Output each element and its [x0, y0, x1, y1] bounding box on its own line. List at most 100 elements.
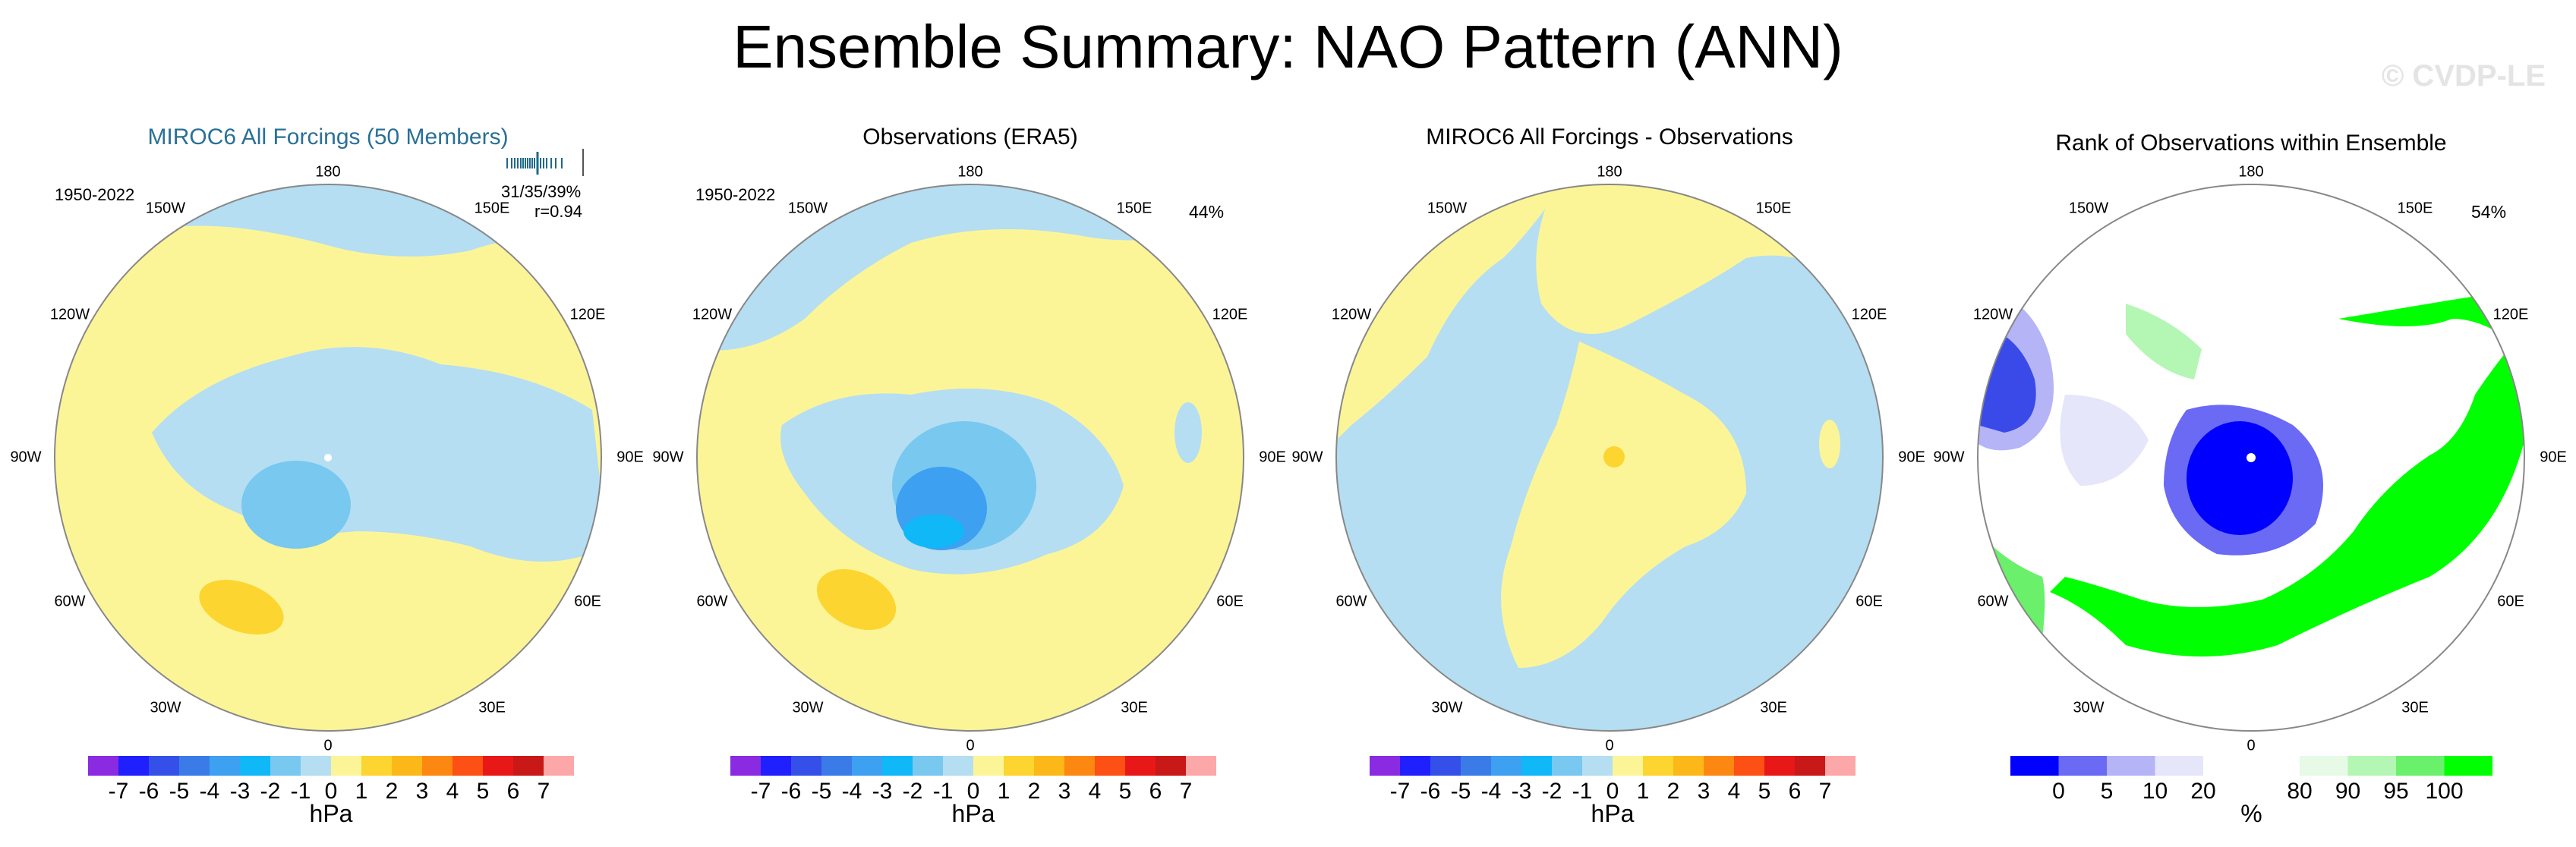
lon-label-lr: 60E: [2497, 593, 2524, 610]
rank-colorbar-swatch: [2251, 756, 2300, 776]
hpa-colorbar-3-swatch: [1370, 756, 1400, 776]
lon-label-ll2: 30W: [150, 699, 181, 716]
hpa-colorbar-tick-label: 7: [537, 779, 550, 804]
rank-colorbar-swatch: [2107, 756, 2155, 776]
hpa-colorbar-tick-label: -7: [1389, 779, 1411, 804]
hpa-colorbar-tick-label: 0: [1606, 779, 1619, 804]
panel-4-percent: 54%: [2471, 202, 2507, 222]
hpa-colorbar-1-swatch: [88, 756, 118, 776]
hpa-colorbar-tick-label: 6: [506, 779, 520, 804]
rank-colorbar-tick-label: 100: [2425, 779, 2464, 804]
hpa-colorbar-3-swatch: [1491, 756, 1521, 776]
lon-label-bottom: 0: [966, 737, 975, 754]
hpa-colorbar-tick-label: 3: [415, 779, 429, 804]
hpa-colorbar-3-swatch: [1764, 756, 1795, 776]
hpa-colorbar-tick-label: -5: [1450, 779, 1471, 804]
hpa-colorbar-tick-label: 6: [1788, 779, 1802, 804]
lon-label-ul2: 120W: [49, 306, 90, 323]
rank-colorbar-swatch: [2300, 756, 2348, 776]
hpa-colorbar-tick-label: 5: [1758, 779, 1771, 804]
rank-colorbar-swatch: [2203, 756, 2252, 776]
hpa-colorbar-tick-label: -2: [260, 779, 281, 804]
hpa-colorbar-1-swatch: [392, 756, 422, 776]
lon-label-ll2: 30W: [1431, 699, 1463, 716]
lon-label-lr: 60E: [574, 593, 601, 610]
hpa-colorbar-2-swatch: [1034, 756, 1064, 776]
hpa-colorbar-tick-label: 1: [1636, 779, 1650, 804]
lon-label-right: 90E: [1259, 449, 1286, 466]
hpa-colorbar-2-swatch: [1064, 756, 1095, 776]
hpa-colorbar-2-swatch: [730, 756, 761, 776]
rank-colorbar-swatch: [2010, 756, 2059, 776]
hpa-colorbar-tick-label: -6: [780, 779, 802, 804]
map-panel-4: [1977, 184, 2525, 732]
hpa-colorbar-3-swatch: [1613, 756, 1643, 776]
hpa-colorbar-tick-label: -6: [1420, 779, 1441, 804]
lon-label-ll: 60W: [1335, 593, 1367, 610]
lon-label-ll: 60W: [1977, 593, 2009, 610]
map-panel-3: [1335, 184, 1884, 732]
hpa-colorbar-tick-label: -1: [290, 779, 311, 804]
lon-label-bottom: 0: [323, 737, 333, 754]
maps-layer: [54, 184, 2525, 732]
hpa-colorbar-tick-label: -1: [932, 779, 954, 804]
hpa-colorbar-tick-label: -3: [872, 779, 893, 804]
rank-colorbar-tick-label: 0: [2052, 779, 2065, 804]
rank-colorbar-swatch: [2347, 756, 2396, 776]
hpa-colorbar-1-swatch: [210, 756, 240, 776]
hpa-colorbar-2-swatch: [761, 756, 791, 776]
rank-colorbar-swatch: [2155, 756, 2203, 776]
hpa-colorbar-2-swatch: [943, 756, 973, 776]
lon-label-left: 90W: [652, 449, 684, 466]
panel-2-title: Observations (ERA5): [862, 124, 1078, 150]
hpa-colorbar-1-swatch: [149, 756, 179, 776]
lon-label-ul2: 120W: [1972, 306, 2013, 323]
lon-label-lr: 60E: [1856, 593, 1883, 610]
lon-label-ul: 150W: [1427, 200, 1468, 217]
hpa-colorbar-3-swatch: [1673, 756, 1704, 776]
hpa-colorbar-tick-label: 2: [1027, 779, 1041, 804]
lon-label-left: 90W: [1933, 449, 1965, 466]
hpa-colorbar-2-swatch: [1004, 756, 1034, 776]
hpa-colorbar-2-swatch: [821, 756, 852, 776]
rank-colorbar-swatch: [2444, 756, 2492, 776]
lon-label-right: 90E: [2540, 449, 2567, 466]
lon-label-ll: 60W: [54, 593, 86, 610]
hpa-colorbar-tick-label: -3: [229, 779, 251, 804]
hpa-colorbar-2-swatch: [1156, 756, 1186, 776]
hpa-colorbar-3-swatch: [1461, 756, 1491, 776]
hpa-colorbar-3-swatch: [1552, 756, 1582, 776]
lon-label-bottom: 0: [1605, 737, 1614, 754]
lon-label-top: 180: [957, 163, 983, 181]
panel-2-period: 1950-2022: [695, 185, 776, 204]
lon-label-ur: 150E: [1116, 200, 1152, 217]
lon-label-ul2: 120W: [692, 306, 733, 323]
hpa-colorbar-tick-label: 3: [1058, 779, 1071, 804]
hpa-colorbar-tick-label: 4: [1727, 779, 1741, 804]
lon-label-ll2: 30W: [792, 699, 824, 716]
lon-label-ll: 60W: [696, 593, 728, 610]
hpa-colorbar-tick-label: 2: [385, 779, 399, 804]
lon-label-right: 90E: [616, 449, 644, 466]
lon-label-lr2: 30E: [2401, 699, 2429, 716]
hpa-colorbar-3-swatch: [1825, 756, 1856, 776]
hpa-colorbar-1-swatch: [422, 756, 452, 776]
rank-colorbar-swatch: [2396, 756, 2445, 776]
rank-colorbar-tick-label: 5: [2100, 779, 2114, 804]
hpa-colorbar-1-swatch: [240, 756, 270, 776]
hpa-colorbar-tick-label: -6: [138, 779, 159, 804]
hpa-colorbar-1-swatch: [361, 756, 392, 776]
hpa-colorbar-3-swatch: [1430, 756, 1461, 776]
panel-1-stats-line1: 31/35/39%: [501, 182, 582, 201]
hpa-colorbar-tick-label: 7: [1818, 779, 1832, 804]
hpa-colorbar-1-swatch: [513, 756, 544, 776]
hpa-colorbar-tick-label: -2: [902, 779, 923, 804]
hpa-colorbar-2-swatch: [882, 756, 913, 776]
lon-label-ur2: 120E: [1851, 306, 1887, 323]
lon-label-lr2: 30E: [1760, 699, 1787, 716]
hpa-colorbar-1-swatch: [452, 756, 483, 776]
hpa-colorbar-tick-label: -2: [1541, 779, 1562, 804]
hpa-colorbar-tick-label: -3: [1511, 779, 1532, 804]
page-title: Ensemble Summary: NAO Pattern (ANN): [733, 13, 1843, 80]
lon-label-right: 90E: [1898, 449, 1925, 466]
